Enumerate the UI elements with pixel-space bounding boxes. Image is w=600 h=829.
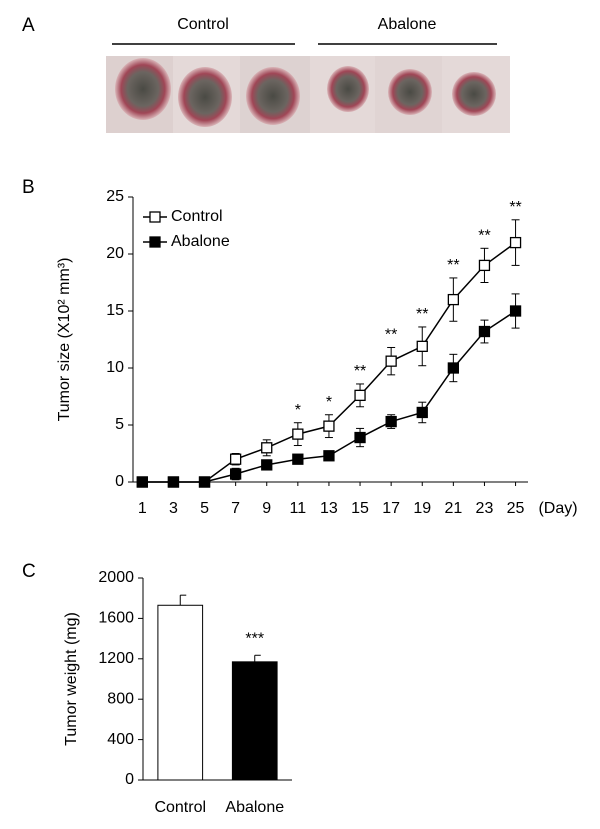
x-tick-label: 13 bbox=[320, 500, 338, 517]
marker bbox=[229, 453, 242, 465]
significance: ** bbox=[416, 306, 428, 323]
x-tick-label: Control bbox=[154, 799, 206, 816]
marker bbox=[385, 415, 397, 428]
x-axis-label: (Day) bbox=[538, 500, 577, 517]
significance: * bbox=[295, 402, 301, 419]
series-line bbox=[142, 241, 517, 483]
marker bbox=[292, 428, 304, 440]
significance: ** bbox=[478, 228, 490, 245]
y-tick-label: 10 bbox=[106, 359, 124, 376]
y-tick-label: 0 bbox=[115, 473, 124, 490]
marker bbox=[323, 450, 335, 462]
x-tick-label: 15 bbox=[351, 500, 369, 517]
panel-label: B bbox=[22, 177, 35, 198]
x-tick-label: 1 bbox=[138, 500, 147, 517]
legend-label: Abalone bbox=[171, 233, 230, 250]
marker bbox=[292, 453, 304, 465]
bar bbox=[231, 661, 278, 781]
x-tick-label: 19 bbox=[413, 500, 431, 517]
x-tick-label: 21 bbox=[444, 500, 462, 517]
photo bbox=[106, 56, 510, 133]
y-tick-label: 1200 bbox=[98, 650, 134, 667]
y-axis-label: Tumor weight (mg) bbox=[63, 612, 80, 746]
bar bbox=[157, 604, 204, 781]
x-tick-label: 7 bbox=[231, 500, 240, 517]
significance: ** bbox=[385, 327, 397, 344]
y-tick-label: 0 bbox=[125, 771, 134, 788]
y-tick-label: 25 bbox=[106, 188, 124, 205]
y-tick-label: 20 bbox=[106, 245, 124, 262]
marker bbox=[354, 431, 366, 444]
x-tick-label: 25 bbox=[507, 500, 525, 517]
marker bbox=[261, 442, 273, 454]
y-tick-label: 2000 bbox=[98, 569, 134, 586]
y-tick-label: 400 bbox=[107, 731, 134, 748]
y-tick-label: 1600 bbox=[98, 610, 134, 627]
y-tick-label: 800 bbox=[107, 690, 134, 707]
x-tick-label: Abalone bbox=[225, 799, 284, 816]
marker bbox=[416, 406, 428, 419]
y-tick-label: 5 bbox=[115, 416, 124, 433]
significance: *** bbox=[245, 630, 264, 647]
marker bbox=[323, 420, 335, 432]
x-tick-label: 9 bbox=[262, 500, 271, 517]
legend-label: Control bbox=[171, 208, 223, 225]
y-tick-label: 15 bbox=[106, 302, 124, 319]
marker bbox=[136, 476, 148, 488]
legend-marker bbox=[149, 211, 161, 223]
x-tick-label: 17 bbox=[382, 500, 400, 517]
marker bbox=[509, 305, 522, 317]
photo-label: Control bbox=[177, 16, 229, 33]
panel-label: C bbox=[22, 561, 36, 582]
x-tick-label: 5 bbox=[200, 500, 209, 517]
marker bbox=[229, 468, 242, 480]
marker bbox=[385, 355, 397, 367]
photo-label: Abalone bbox=[378, 16, 437, 33]
panel-label: A bbox=[22, 15, 35, 36]
marker bbox=[447, 362, 460, 374]
marker bbox=[261, 459, 273, 471]
legend-marker bbox=[149, 236, 161, 248]
y-axis-label: Tumor size (X10² mm³) bbox=[56, 258, 73, 422]
marker bbox=[416, 340, 428, 352]
marker bbox=[447, 293, 460, 306]
marker bbox=[509, 236, 522, 249]
marker bbox=[354, 389, 366, 402]
marker bbox=[167, 476, 180, 488]
marker bbox=[478, 259, 491, 272]
x-tick-label: 11 bbox=[290, 500, 307, 517]
significance: ** bbox=[509, 199, 521, 216]
significance: ** bbox=[354, 363, 366, 380]
significance: ** bbox=[447, 257, 459, 274]
marker bbox=[478, 325, 491, 338]
x-tick-label: 23 bbox=[476, 500, 494, 517]
significance: * bbox=[326, 394, 332, 411]
marker bbox=[198, 476, 211, 488]
x-tick-label: 3 bbox=[169, 500, 178, 517]
